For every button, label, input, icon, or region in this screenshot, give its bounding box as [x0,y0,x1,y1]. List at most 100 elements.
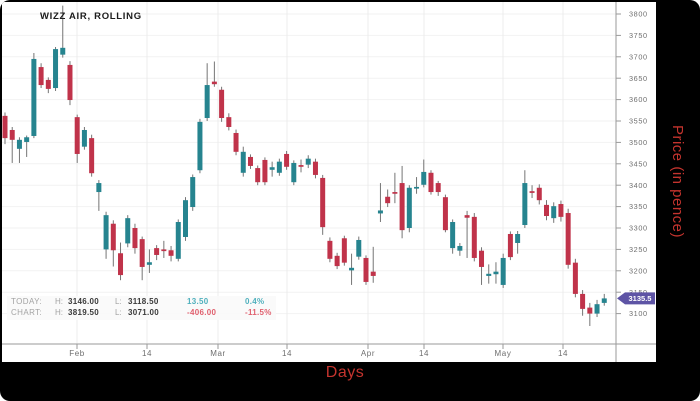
low-key: L: [115,297,122,306]
price-tick-label: 3250 [629,245,648,254]
candle-up [356,239,362,257]
candle-down [161,249,167,252]
candle-up [240,151,246,173]
candle-down [139,239,145,267]
candle-down [479,250,485,267]
candle-down [536,187,542,201]
price-tick-label: 3350 [629,202,648,211]
price-axis-title-text: Price (in pence) [669,124,687,238]
candle-down [529,191,535,193]
candle-down [312,161,318,175]
candle-down [226,117,232,127]
time-tick-label: May [495,349,512,358]
candle-down [464,215,470,218]
candle-down [89,138,95,174]
candle-down [363,257,369,282]
low-key: L: [115,307,122,317]
chart-low-value: 3071.00 [128,307,160,317]
candle-down [154,248,160,255]
candle-up [493,271,499,275]
candle-up [81,129,87,147]
candle-down [255,168,261,183]
candle-down [211,81,217,85]
candle-up [204,85,210,119]
candle-up [406,187,412,228]
candle-up [515,233,521,243]
candle-up [53,49,59,89]
candle-up [291,162,297,183]
candle-up [146,262,152,265]
candle-down [168,250,174,256]
candle-down [544,204,549,217]
candle-down [392,192,398,194]
candle-down [565,213,571,265]
candle-down [327,240,333,259]
candle-down [580,293,586,309]
today-label: TODAY: [11,297,43,306]
today-low-value: 3118.50 [128,297,159,306]
candle-down [428,172,434,193]
candle-down [67,64,73,101]
last-price-badge [617,292,655,305]
price-tick-label: 3400 [629,181,648,190]
candle-up [377,210,383,214]
candle-down [334,255,340,267]
price-tick-label: 3100 [629,309,648,318]
price-tick-label: 3150 [629,288,648,297]
candle-down [45,79,51,89]
candle-down [247,156,253,166]
today-high-value: 3146.00 [68,297,100,306]
candle-down [471,216,477,258]
candle-down [442,197,448,231]
chart-change: -406.00 [187,307,217,317]
candle-down [262,159,268,183]
legend-row-chart: CHART: H: 3819.50 L: 3071.00 -406.00 -11… [11,308,272,319]
price-tick-label: 3200 [629,266,648,275]
candle-down [233,132,239,152]
time-tick-label: 14 [419,349,429,358]
candle-down [9,129,15,140]
chart-label: CHART: [11,307,43,317]
chart-high-value: 3819.50 [68,307,100,317]
candle-up [16,139,22,149]
today-change: 13.50 [187,297,209,306]
chart-panel: 3100 3150 3200 3250 3300 3350 3400 3450 3500 3550… [2,2,656,362]
candle-down [399,183,405,231]
price-tick-label: 3500 [629,138,648,147]
candle-down [132,228,138,249]
candle-up [551,206,557,219]
candle-up [457,245,463,251]
candle-up [60,47,66,55]
price-tick-label: 3600 [629,95,648,104]
candle-up [96,183,102,193]
candle-up [601,298,607,303]
time-axis-title: Days [325,364,365,381]
price-tick-label: 3300 [629,224,648,233]
candle-down [370,271,376,276]
candle-up [125,218,131,244]
time-tick-label: 14 [142,349,152,358]
candle-down [298,165,304,167]
high-key: H: [55,307,63,317]
candle-up [414,186,420,189]
candle-up [522,183,528,226]
candle-down [118,253,124,276]
candle-down [320,177,326,228]
price-tick-label: 3750 [629,31,648,40]
candle-up [450,222,456,249]
candle-down [38,67,44,86]
price-tick-label: 3700 [629,52,648,61]
candle-down [2,115,8,139]
candle-down [385,196,391,204]
time-tick-label: Feb [69,349,85,358]
candle-up [197,121,203,171]
candle-up [24,137,30,142]
candle-down [284,153,290,167]
price-tick-label: 3650 [629,74,648,83]
candle-up [175,222,181,259]
chart-change-pct: -11.5% [245,307,272,317]
candlestick-chart[interactable]: 3100 3150 3200 3250 3300 3350 3400 3450 3500 3550… [2,2,656,362]
candle-up [276,161,282,173]
price-tick-label: 3550 [629,117,648,126]
